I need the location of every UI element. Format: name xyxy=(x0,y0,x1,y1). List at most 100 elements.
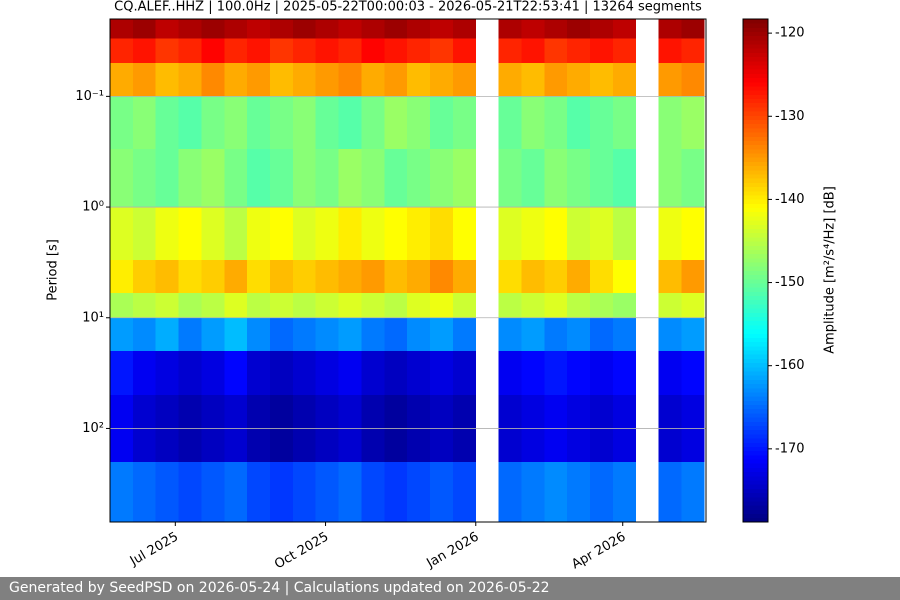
colorbar-step xyxy=(743,169,768,175)
cell xyxy=(498,63,522,97)
colorbar-step xyxy=(743,345,768,351)
cell xyxy=(658,38,682,64)
colorbar-step xyxy=(743,102,768,108)
cell xyxy=(384,259,408,294)
cell xyxy=(315,96,339,150)
cell xyxy=(452,461,477,523)
cell xyxy=(658,63,682,97)
colorbar-step xyxy=(743,379,768,385)
cell xyxy=(681,19,705,39)
cell xyxy=(567,63,591,97)
colorbar-step xyxy=(743,77,768,83)
cell xyxy=(110,19,134,39)
colorbar-step xyxy=(743,31,768,37)
cell xyxy=(178,63,202,97)
colorbar-step xyxy=(743,413,768,418)
colorbar-step xyxy=(743,132,768,137)
cell xyxy=(292,63,317,97)
cell xyxy=(361,207,385,261)
colorbar-step xyxy=(743,480,768,485)
cell xyxy=(407,317,431,352)
cell xyxy=(110,317,134,352)
colorbar-step xyxy=(743,203,768,209)
colorbar-step xyxy=(743,140,768,146)
cell xyxy=(407,293,431,319)
cell xyxy=(315,63,339,97)
cell xyxy=(292,317,317,352)
cell xyxy=(270,96,294,150)
cell xyxy=(201,96,225,150)
cell xyxy=(247,317,271,352)
cell xyxy=(178,259,202,294)
cell xyxy=(361,63,385,97)
colorbar-tick-label: -140 xyxy=(775,192,805,207)
cell xyxy=(201,259,225,294)
cell xyxy=(590,259,614,294)
cell xyxy=(384,351,408,396)
cell xyxy=(521,96,545,150)
cell xyxy=(521,293,545,319)
cell xyxy=(452,293,477,319)
colorbar-step xyxy=(743,517,768,523)
colorbar-frame xyxy=(742,18,769,523)
cell xyxy=(590,63,614,97)
colorbar-step xyxy=(743,224,768,229)
colorbar-step xyxy=(743,27,768,32)
cell xyxy=(155,207,179,261)
cell xyxy=(110,96,134,150)
colorbar-step xyxy=(743,396,768,401)
cell xyxy=(567,351,591,396)
footer: Generated by SeedPSD on 2026-05-24 | Cal… xyxy=(0,577,900,600)
cell xyxy=(178,293,202,319)
cell xyxy=(681,149,705,208)
cell xyxy=(384,96,408,150)
cell xyxy=(338,207,362,261)
colorbar-step xyxy=(743,48,768,53)
colorbar-step xyxy=(743,207,768,213)
cell xyxy=(567,38,591,64)
colorbar-step xyxy=(743,505,768,510)
cell xyxy=(567,461,591,523)
cell xyxy=(407,63,431,97)
cell xyxy=(384,19,408,39)
colorbar-step xyxy=(743,228,768,234)
colorbar-step xyxy=(743,492,768,498)
cell xyxy=(224,38,248,64)
cell xyxy=(292,38,317,64)
colorbar-step xyxy=(743,195,768,200)
cell xyxy=(567,259,591,294)
cell xyxy=(430,149,454,208)
cell xyxy=(452,259,477,294)
colorbar-step xyxy=(743,383,768,389)
cell xyxy=(270,317,294,352)
colorbar-step xyxy=(743,454,768,460)
cell xyxy=(567,149,591,208)
cell xyxy=(658,293,682,319)
colorbar-step xyxy=(743,387,768,393)
cell xyxy=(384,207,408,261)
cell xyxy=(201,461,225,523)
cell xyxy=(544,351,568,396)
cell xyxy=(155,96,179,150)
colorbar-step xyxy=(743,148,768,154)
cell xyxy=(407,461,431,523)
colorbar-step xyxy=(743,249,768,255)
colorbar-step xyxy=(743,463,768,468)
colorbar-step xyxy=(743,513,768,519)
colorbar-label: Amplitude [m²/s⁴/Hz] [dB] xyxy=(823,186,838,354)
y-tick-label: 10⁻¹ xyxy=(75,89,104,104)
cell xyxy=(452,19,477,39)
cell xyxy=(132,96,157,150)
cell xyxy=(361,149,385,208)
cell xyxy=(612,461,637,523)
colorbar-step xyxy=(743,127,768,133)
cell xyxy=(315,317,339,352)
cell xyxy=(658,259,682,294)
colorbar-tick-label: -120 xyxy=(775,26,805,41)
cell xyxy=(361,19,385,39)
cell xyxy=(361,259,385,294)
colorbar-step xyxy=(743,60,768,66)
cell xyxy=(315,351,339,396)
cell xyxy=(292,293,317,319)
